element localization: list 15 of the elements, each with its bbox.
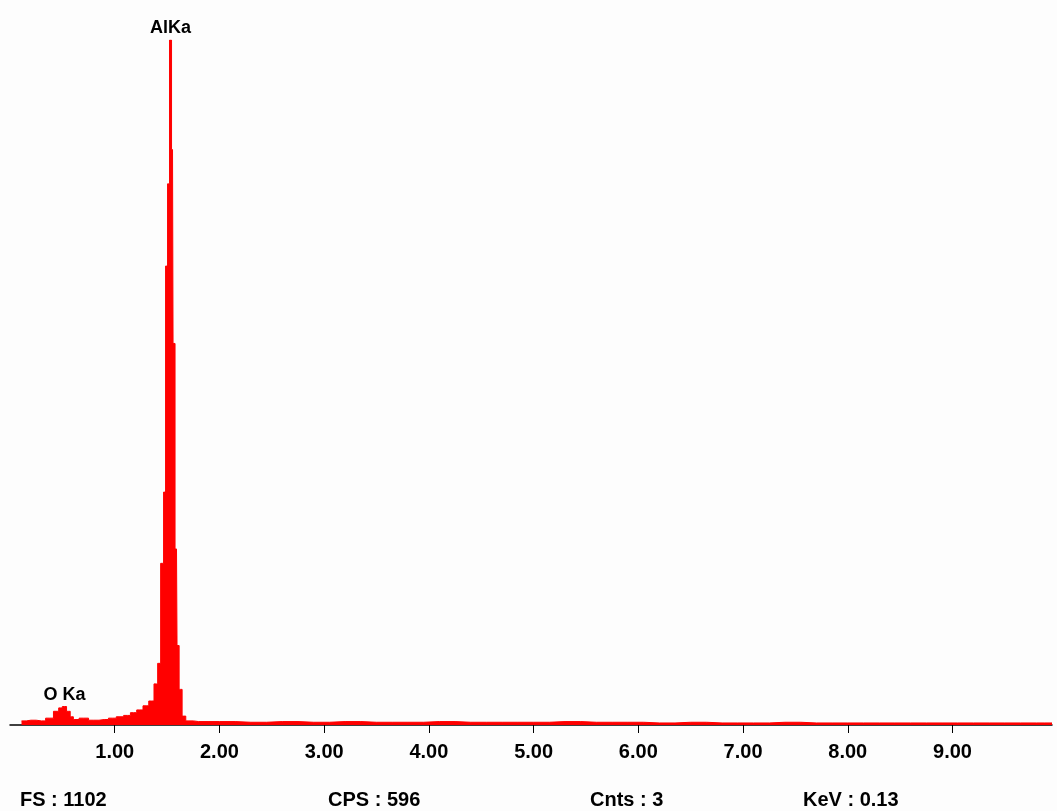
text: FS : 1102 — [20, 788, 107, 810]
x-tick-label: 6.00 — [618, 740, 658, 762]
x-tick-label: 5.00 — [514, 740, 554, 762]
text: KeV : 0.13 — [803, 788, 899, 810]
annotation: AlKa — [150, 17, 193, 37]
x-tick-label: 4.00 — [409, 740, 449, 762]
x-tick-label: 8.00 — [828, 740, 868, 762]
text: CPS : 596 — [328, 788, 421, 810]
x-tick-label: 3.00 — [304, 740, 344, 762]
x-tick-label: 9.00 — [933, 740, 972, 762]
text: Cnts : 3 — [590, 788, 664, 810]
x-tick-label: 7.00 — [723, 740, 763, 762]
x-tick-label: 2.00 — [199, 740, 239, 762]
x-tick-label: 1.00 — [95, 740, 135, 762]
annotation: O Ka — [43, 683, 87, 704]
